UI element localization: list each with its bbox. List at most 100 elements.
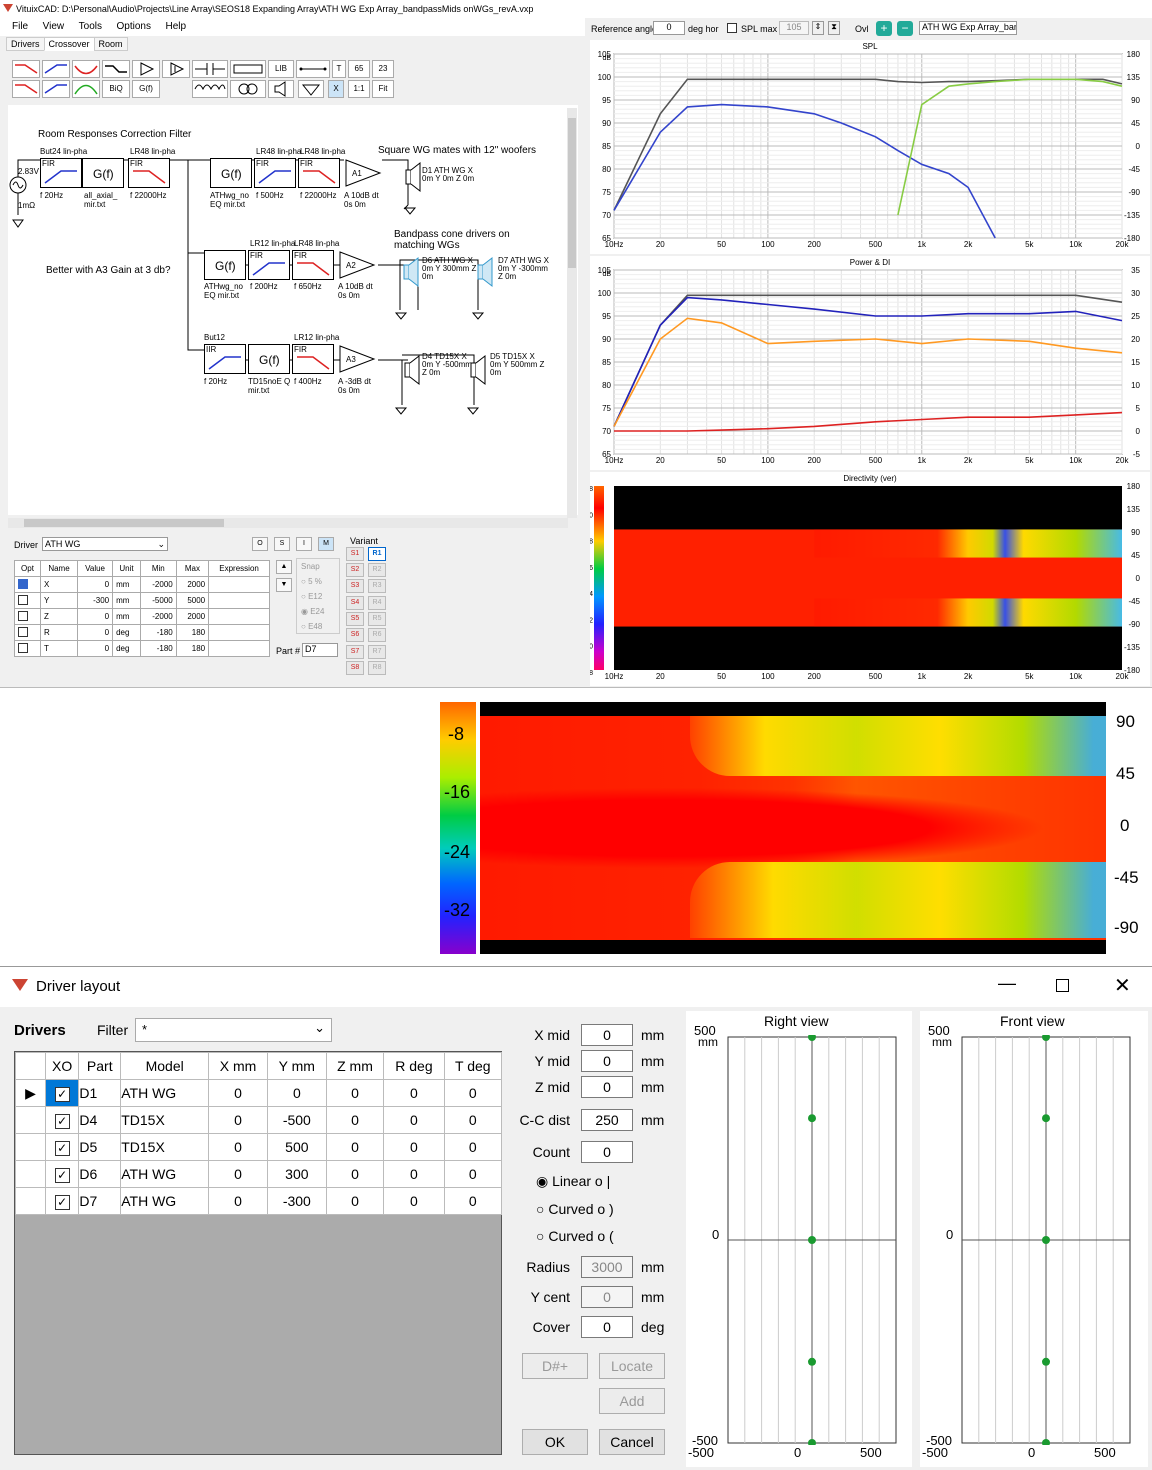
ok-button[interactable]: OK — [522, 1429, 588, 1455]
ground-button[interactable] — [298, 80, 324, 98]
speaker-button[interactable] — [268, 80, 294, 98]
radio-curved-1[interactable]: ○ Curved o ) — [536, 1201, 614, 1217]
radius-input[interactable]: 3000 — [581, 1256, 633, 1278]
driver-m-button[interactable]: M — [318, 537, 334, 551]
biquad-button[interactable]: BiQ — [102, 80, 130, 98]
radio-curved-2[interactable]: ○ Curved o ( — [536, 1228, 614, 1244]
table-row[interactable]: ✓ D6 ATH WG 0 300 0 0 0 — [15, 1160, 503, 1188]
directivity-chart[interactable]: Directivity (ver) 8 0 -8 -16 -24 -32 -40 -48 10Hz… — [583, 472, 1150, 686]
add-button[interactable]: Add — [599, 1388, 665, 1414]
table-row[interactable]: ✓ D7 ATH WG 0 -300 0 0 0 — [15, 1187, 503, 1215]
gf-td15-block[interactable]: G(f) — [248, 344, 290, 374]
variant-r8[interactable]: R8 — [368, 661, 386, 675]
gf-athwg2-block[interactable]: G(f) — [204, 250, 246, 280]
menu-tools[interactable]: Tools — [78, 21, 103, 32]
tab-room[interactable]: Room — [93, 37, 128, 51]
gf-athwg-block[interactable]: G(f) — [210, 158, 252, 188]
overlay-file-input[interactable]: ATH WG Exp Array_bandp — [919, 21, 1017, 35]
highpass2-button[interactable] — [42, 80, 70, 98]
variant-s5[interactable]: S5 — [346, 612, 364, 626]
menu-file[interactable]: File — [12, 21, 29, 32]
remove-overlay-icon[interactable]: − — [897, 21, 913, 36]
driver-s-button[interactable]: S — [274, 537, 290, 551]
cancel-button[interactable]: Cancel — [599, 1429, 665, 1455]
table-row[interactable]: ✓ D4 TD15X 0 -500 0 0 0 — [15, 1106, 503, 1134]
shelf-button[interactable] — [102, 60, 130, 78]
inductor-button[interactable] — [192, 80, 228, 98]
x-mid-input[interactable]: 0 — [581, 1024, 633, 1046]
max-reset-icon[interactable]: ⧗ — [828, 21, 840, 35]
table-row[interactable]: ▶ ✓ D1 ATH WG 0 0 0 0 0 — [15, 1079, 503, 1107]
variant-s8[interactable]: S8 — [346, 661, 364, 675]
lib-button[interactable]: LIB — [268, 60, 294, 78]
variant-s7[interactable]: S7 — [346, 645, 364, 659]
menu-help[interactable]: Help — [165, 21, 187, 32]
amp-a2-block[interactable]: A2 — [336, 250, 378, 280]
cc-dist-input[interactable]: 250 — [581, 1109, 633, 1131]
driver-param-table[interactable]: Opt Name Value Unit Min Max Expression X 0 mm -20… — [14, 560, 270, 657]
xo-checkbox[interactable]: ✓ — [54, 1194, 70, 1210]
text-button[interactable]: T — [332, 60, 346, 78]
y-mid-input[interactable]: 0 — [581, 1050, 633, 1072]
crossover-schematic[interactable]: Room Responses Correction Filter Square … — [8, 105, 578, 515]
front-view-plot[interactable] — [960, 1035, 1146, 1445]
fir-lr48-22k-2-block[interactable]: FIR — [298, 158, 340, 188]
transformer-button[interactable] — [230, 80, 266, 98]
tab-crossover[interactable]: Crossover — [43, 37, 95, 51]
variant-r5[interactable]: R5 — [368, 612, 386, 626]
xo-checkbox[interactable]: ✓ — [54, 1140, 70, 1156]
variant-r3[interactable]: R3 — [368, 579, 386, 593]
value-65-field[interactable]: 65 — [348, 60, 370, 78]
fir-lr12-400-block[interactable]: FIR — [292, 344, 334, 374]
param-row-t[interactable]: T 0 deg -180 180 — [14, 640, 270, 657]
amp2-button[interactable] — [162, 60, 190, 78]
wire-button[interactable] — [296, 60, 330, 78]
fir-lr48-500-block[interactable]: FIR — [254, 158, 296, 188]
driver-select[interactable]: ATH WG ⌄ — [42, 537, 168, 551]
power-di-chart[interactable]: 10Hz 20 50 100 200 500 1k 2k 5k 10k 20k 65 70 75 80 85 9… — [590, 256, 1150, 470]
variant-r1[interactable]: R1 — [368, 547, 386, 561]
value-23-field[interactable]: 23 — [372, 60, 394, 78]
capacitor-button[interactable] — [192, 60, 228, 78]
xo-checkbox[interactable]: ✓ — [54, 1086, 70, 1102]
param-row-z[interactable]: Z 0 mm -2000 2000 — [14, 608, 270, 625]
highpass-blue-button[interactable] — [42, 60, 70, 78]
schematic-hscrollbar[interactable] — [8, 518, 568, 528]
variant-r6[interactable]: R6 — [368, 628, 386, 642]
gf-button[interactable]: G(f) — [132, 80, 160, 98]
radio-linear[interactable]: ◉ Linear o | — [536, 1173, 611, 1189]
resistor-button[interactable] — [230, 60, 266, 78]
spl-max-input[interactable]: 105 — [779, 21, 809, 35]
y-cent-input[interactable]: 0 — [581, 1286, 633, 1308]
lowpass-red-button[interactable] — [12, 60, 40, 78]
up-arrow-icon[interactable]: ▲ — [276, 560, 292, 574]
x-button[interactable]: X — [328, 80, 344, 98]
param-row-y[interactable]: Y -300 mm -5000 5000 — [14, 592, 270, 609]
variant-s3[interactable]: S3 — [346, 579, 364, 593]
drivers-grid[interactable]: XO Part Model X mm Y mm Z mm R deg T deg ▶ ✓ D1 AT… — [14, 1051, 503, 1455]
variant-r2[interactable]: R2 — [368, 563, 386, 577]
schematic-vscrollbar[interactable] — [567, 108, 577, 518]
spl-max-checkbox[interactable] — [727, 23, 737, 33]
variant-s6[interactable]: S6 — [346, 628, 364, 642]
variant-s2[interactable]: S2 — [346, 563, 364, 577]
variant-s1[interactable]: S1 — [346, 547, 364, 561]
iir-but12-block[interactable]: IIR — [204, 344, 246, 374]
part-input[interactable]: D7 — [302, 643, 338, 657]
menu-options[interactable]: Options — [116, 21, 151, 32]
locate-button[interactable]: Locate — [599, 1353, 665, 1379]
right-view-plot[interactable] — [726, 1035, 912, 1445]
fit-button[interactable]: Fit — [372, 80, 394, 98]
down-arrow-icon[interactable]: ▼ — [276, 578, 292, 592]
scale-1-1-button[interactable]: 1:1 — [348, 80, 370, 98]
tab-drivers[interactable]: Drivers — [6, 37, 45, 51]
variant-r7[interactable]: R7 — [368, 645, 386, 659]
z-mid-input[interactable]: 0 — [581, 1076, 633, 1098]
param-row-x[interactable]: X 0 mm -2000 2000 — [14, 576, 270, 593]
driver-o-button[interactable]: O — [252, 537, 268, 551]
spl-chart[interactable]: 10Hz 20 50 100 200 500 1k 2k 5k 10k 20k 65 70 75 80 85 9… — [590, 40, 1150, 254]
maximize-icon[interactable] — [1056, 979, 1069, 992]
menu-view[interactable]: View — [42, 21, 65, 32]
amp-a3-block[interactable]: A3 — [336, 344, 378, 374]
driver-i-button[interactable]: I — [296, 537, 312, 551]
